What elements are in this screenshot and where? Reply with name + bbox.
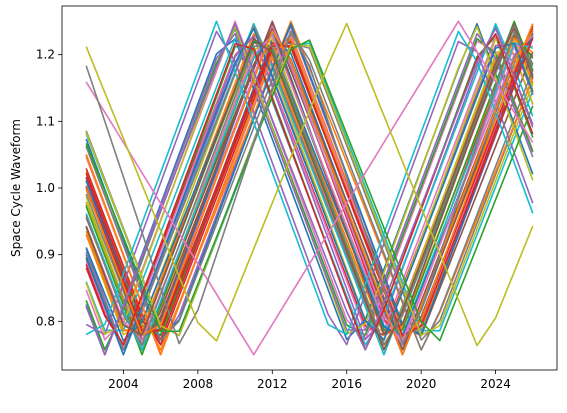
- x-tick-label: 2012: [257, 377, 288, 391]
- series-line-51: [85, 27, 534, 356]
- y-tick-label: 0.9: [36, 248, 55, 262]
- series-line-45: [85, 32, 534, 356]
- series-line-57: [85, 20, 534, 356]
- x-tick-label: 2020: [406, 377, 437, 391]
- y-tick-label: 1.0: [36, 181, 55, 195]
- series-line-38: [85, 30, 534, 351]
- series-line-59: [85, 22, 534, 347]
- y-tick-label: 0.8: [36, 314, 55, 328]
- y-tick-label: 1.1: [36, 114, 55, 128]
- x-tick-label: 2016: [331, 377, 362, 391]
- series-line-55: [85, 22, 534, 356]
- x-tick-label: 2008: [183, 377, 214, 391]
- series-line-7: [85, 35, 534, 351]
- x-axis: 2004 2008 2012 2016 2020 2024: [108, 370, 511, 391]
- x-tick-label: 2024: [480, 377, 511, 391]
- series-line-53: [85, 39, 534, 342]
- y-axis: 0.8 0.9 1.0 1.1 1.2: [36, 48, 62, 328]
- series-layer: [85, 20, 534, 356]
- x-tick-label: 2004: [108, 377, 139, 391]
- series-line-42: [85, 23, 534, 356]
- y-axis-label: Space Cycle Waveform: [9, 119, 23, 257]
- series-line-50: [85, 20, 534, 336]
- y-tick-label: 1.2: [36, 48, 55, 62]
- series-line-48: [85, 25, 534, 346]
- series-line-58: [85, 31, 534, 345]
